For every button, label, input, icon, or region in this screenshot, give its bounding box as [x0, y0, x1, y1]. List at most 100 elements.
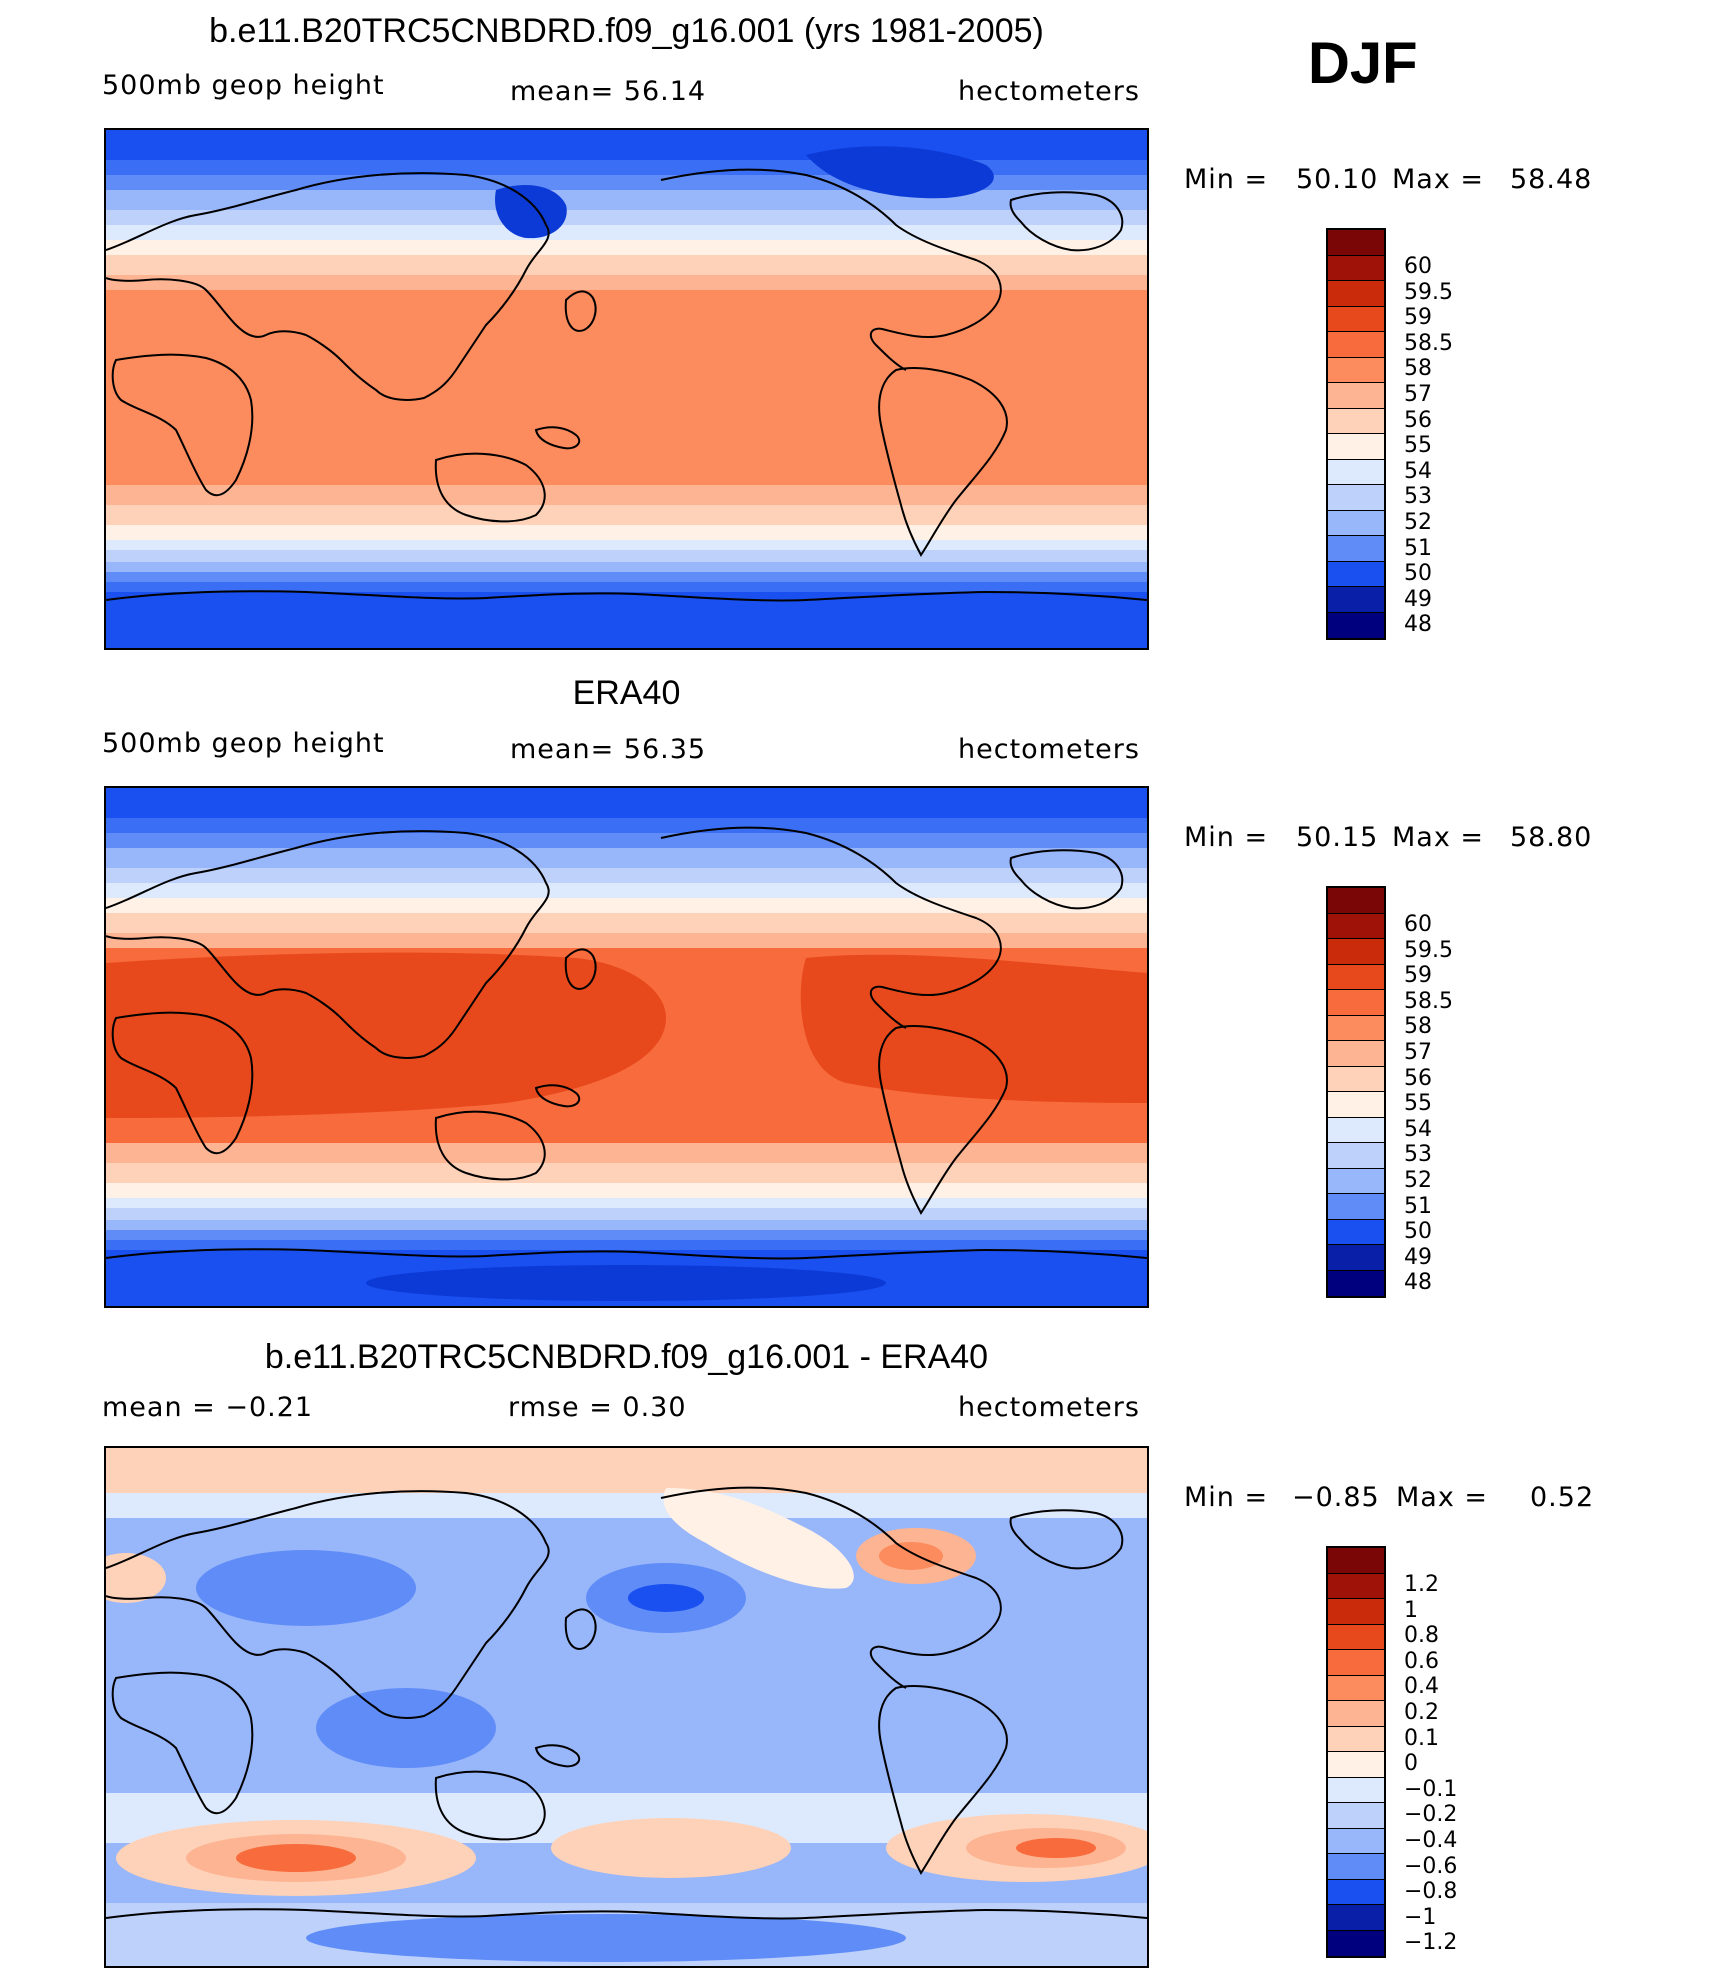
panel-2-mean-label: mean= 56.35	[510, 734, 707, 765]
contour-band	[106, 833, 1147, 848]
contour-band	[106, 190, 1147, 210]
panel-2-map	[104, 786, 1149, 1308]
colorbar-swatch	[1328, 1701, 1384, 1727]
panel-2-min-value: 50.15	[1296, 822, 1379, 853]
contour-anomaly	[663, 1488, 854, 1589]
colorbar-tick-label: 52	[1404, 510, 1432, 535]
panel-3-max-label: Max =	[1396, 1482, 1489, 1513]
colorbar-tick-label: 57	[1404, 1040, 1432, 1065]
contour-band	[106, 582, 1147, 592]
contour-band	[106, 210, 1147, 225]
contour-band	[106, 562, 1147, 572]
colorbar-swatch	[1328, 1041, 1384, 1067]
colorbar-swatch	[1328, 1092, 1384, 1118]
colorbar-tick-label: 59.5	[1404, 279, 1453, 305]
colorbar-swatch	[1328, 1854, 1384, 1880]
colorbar-swatch	[1328, 408, 1384, 434]
colorbar-swatch	[1328, 1015, 1384, 1041]
contour-anomaly	[236, 1844, 356, 1872]
panel-1-min-value: 50.10	[1296, 164, 1379, 195]
contour-band	[106, 130, 1147, 160]
panel-1-max-label: Max =	[1392, 164, 1485, 195]
colorbar-swatch	[1328, 510, 1384, 536]
colorbar-swatch	[1328, 587, 1384, 613]
colorbar-tick-label: 58	[1404, 356, 1432, 382]
contour-anomaly	[551, 1818, 791, 1878]
contour-anomaly	[106, 1553, 166, 1603]
colorbar-swatch	[1328, 1777, 1384, 1803]
coastline	[106, 1490, 550, 1719]
contour-band	[106, 255, 1147, 275]
coastline	[106, 590, 1147, 602]
colorbar-tick-label: −1.2	[1404, 1930, 1458, 1956]
panel-1-units-label: hectometers	[958, 76, 1140, 107]
colorbar-tick-label: 48	[1404, 1270, 1432, 1296]
contour-anomaly	[1016, 1838, 1096, 1858]
colorbar-tick-label: 51	[1404, 535, 1432, 561]
colorbar-tick-label: −1	[1404, 1904, 1437, 1930]
panel-3-min-label: Min =	[1184, 1482, 1269, 1513]
contour-band	[106, 485, 1147, 505]
panel-3-colorbar	[1326, 1546, 1386, 1958]
coastline	[1009, 191, 1124, 252]
contour-band	[106, 1220, 1147, 1230]
coastline	[1009, 849, 1124, 910]
colorbar-tick-label: 58.5	[1404, 988, 1453, 1014]
coastline	[878, 367, 1008, 557]
colorbar-swatch	[1328, 1219, 1384, 1245]
panel-1-max-value: 58.48	[1510, 164, 1593, 195]
colorbar-swatch	[1328, 1573, 1384, 1599]
colorbar-swatch	[1328, 306, 1384, 332]
contour-anomaly	[196, 1550, 416, 1626]
contour-band	[106, 525, 1147, 540]
contour-band	[106, 1198, 1147, 1208]
colorbar-swatch	[1328, 612, 1384, 638]
contour-anomaly	[306, 1914, 906, 1962]
contour-band	[106, 788, 1147, 818]
colorbar-tick-label: 53	[1404, 484, 1432, 510]
colorbar-swatch	[1328, 888, 1384, 914]
colorbar-tick-label: 48	[1404, 612, 1432, 638]
contour-band	[106, 1143, 1147, 1163]
panel-1-min-label: Min =	[1184, 164, 1269, 195]
colorbar-swatch	[1328, 536, 1384, 562]
colorbar-tick-label: 59.5	[1404, 937, 1453, 963]
colorbar-tick-label: −0.4	[1404, 1828, 1458, 1853]
contour-band	[106, 572, 1147, 582]
colorbar-tick-label: −0.8	[1404, 1879, 1458, 1905]
season-label: DJF	[1308, 31, 1418, 96]
colorbar-tick-label: 54	[1404, 458, 1432, 484]
contour-anomaly	[800, 954, 1147, 1103]
contour-band	[106, 848, 1147, 868]
colorbar-swatch	[1328, 1066, 1384, 1092]
coastline	[106, 172, 550, 401]
contour-anomaly	[316, 1688, 496, 1768]
colorbar-swatch	[1328, 332, 1384, 358]
colorbar-tick-label: −0.1	[1404, 1776, 1458, 1802]
colorbar-swatch	[1328, 1930, 1384, 1956]
contour-band	[106, 505, 1147, 525]
colorbar-swatch	[1328, 1905, 1384, 1931]
coastline	[534, 1744, 581, 1768]
panel-3-map-svg	[106, 1448, 1147, 1966]
contour-anomaly	[106, 952, 666, 1118]
colorbar-tick-label: 0.2	[1404, 1700, 1439, 1725]
contour-band	[106, 818, 1147, 833]
coastline	[660, 1486, 1002, 1689]
contour-band	[106, 1448, 1147, 1493]
colorbar-tick-label: 59	[1404, 963, 1432, 989]
panel-1-map	[104, 128, 1149, 650]
colorbar-tick-label: 50	[1404, 561, 1432, 587]
contour-band	[106, 883, 1147, 898]
panel-2-max-label: Max =	[1392, 822, 1485, 853]
panel-1-map-svg	[106, 130, 1147, 648]
colorbar-swatch	[1328, 1726, 1384, 1752]
colorbar-swatch	[1328, 1650, 1384, 1676]
colorbar-tick-label: 0.1	[1404, 1725, 1439, 1751]
coastline	[111, 1671, 254, 1815]
colorbar-tick-label: 49	[1404, 1244, 1432, 1270]
contour-band	[106, 275, 1147, 290]
colorbar-swatch	[1328, 255, 1384, 281]
colorbar-tick-label: 0.8	[1404, 1623, 1439, 1649]
coastline	[660, 826, 1002, 1029]
